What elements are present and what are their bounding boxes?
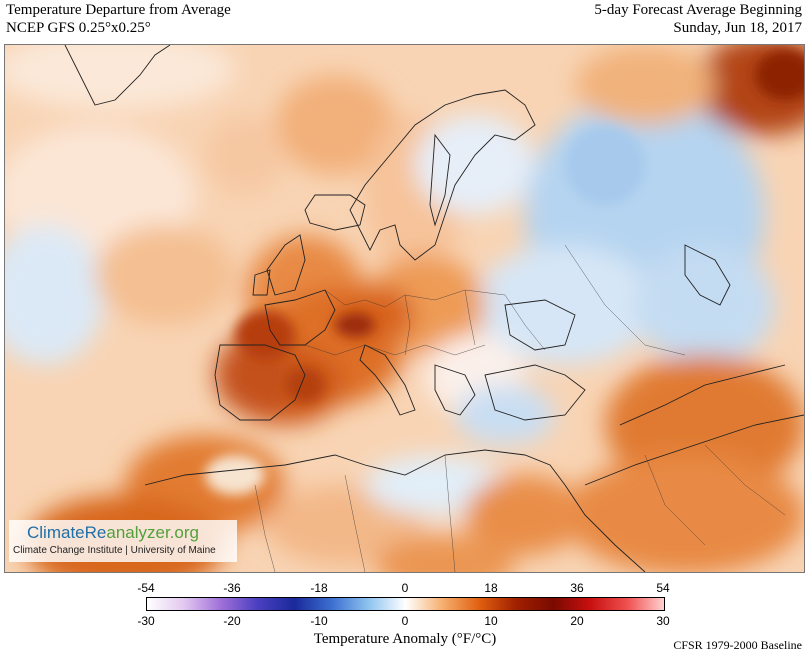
climatereanalyzer-logo: ClimateReanalyzer.org — [27, 523, 199, 543]
tick-c-5: 20 — [570, 614, 584, 628]
tick-f-1: -36 — [223, 581, 241, 595]
tick-c-2: -10 — [310, 614, 328, 628]
tick-f-4: 18 — [484, 581, 498, 595]
logo-text-part2: analyzer.org — [106, 523, 199, 542]
tick-f-0: -54 — [137, 581, 155, 595]
forecast-label: 5-day Forecast Average Beginning — [594, 2, 802, 18]
anomaly-map-graphic — [5, 45, 804, 572]
color-scale-bar — [146, 597, 665, 611]
baseline-label: CFSR 1979-2000 Baseline — [673, 638, 802, 652]
anomaly-map — [4, 44, 805, 573]
model-label: NCEP GFS 0.25°x0.25° — [6, 20, 151, 36]
logo-subtitle: Climate Change Institute | University of… — [13, 545, 216, 556]
logo-text-part1: ClimateRe — [27, 523, 107, 542]
map-title: Temperature Departure from Average — [6, 2, 231, 18]
tick-c-3: 0 — [401, 614, 409, 628]
tick-c-0: -30 — [137, 614, 155, 628]
tick-f-6: 54 — [656, 581, 670, 595]
tick-c-4: 10 — [484, 614, 498, 628]
coastlines — [64, 45, 804, 572]
color-scale-title: Temperature Anomaly (°F/°C) — [313, 631, 497, 647]
tick-f-3: 0 — [401, 581, 409, 595]
tick-c-1: -20 — [223, 614, 241, 628]
forecast-date: Sunday, Jun 18, 2017 — [673, 20, 802, 36]
tick-c-6: 30 — [656, 614, 670, 628]
tick-f-5: 36 — [570, 581, 584, 595]
country-borders — [254, 244, 786, 572]
logo-backdrop — [9, 520, 237, 562]
tick-f-2: -18 — [310, 581, 328, 595]
